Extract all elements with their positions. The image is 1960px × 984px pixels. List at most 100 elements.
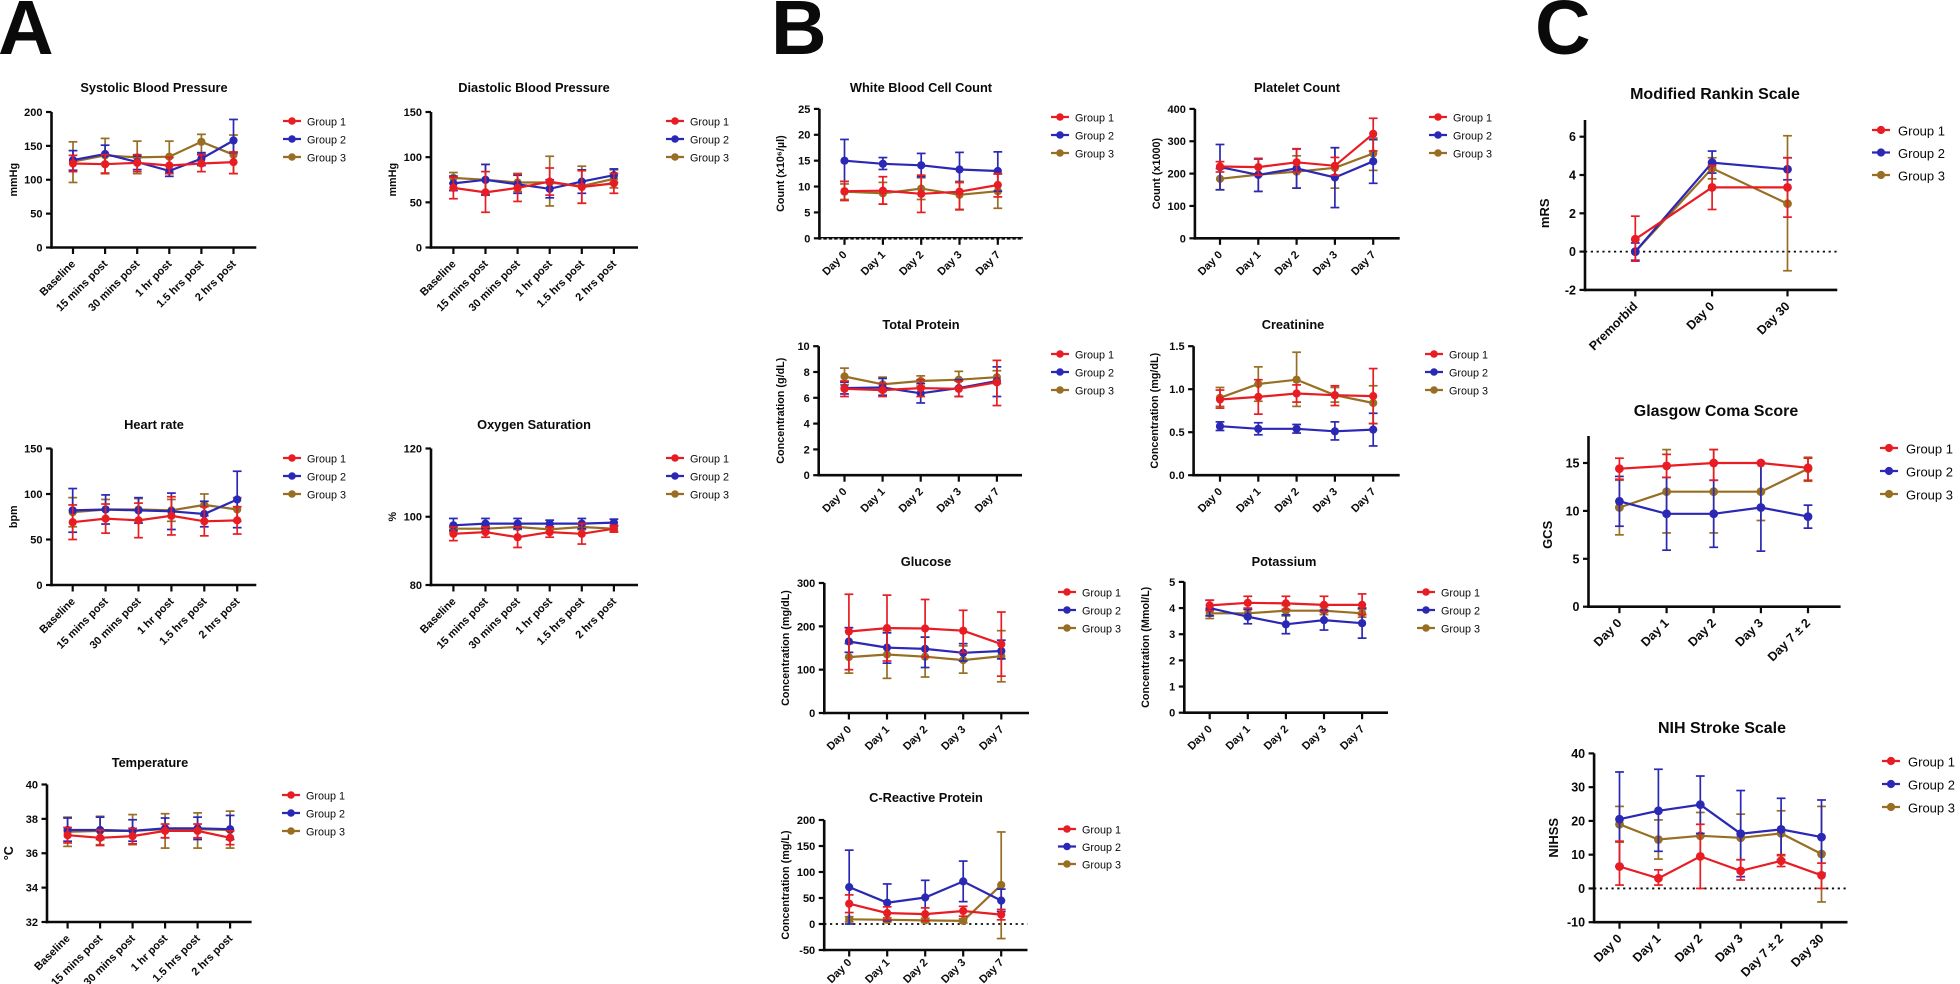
svg-text:Group 1: Group 1 (1908, 754, 1955, 769)
svg-text:Group 1: Group 1 (306, 791, 345, 803)
svg-text:Count (x10⁶/µl): Count (x10⁶/µl) (775, 135, 787, 212)
svg-text:Glasgow Coma Score: Glasgow Coma Score (1634, 403, 1799, 420)
svg-text:Group 1: Group 1 (1075, 350, 1114, 362)
svg-text:100: 100 (24, 175, 42, 187)
svg-text:Group 3: Group 3 (1908, 800, 1955, 815)
svg-text:Group 2: Group 2 (307, 135, 346, 147)
svg-text:38: 38 (26, 814, 38, 826)
svg-text:Creatinine: Creatinine (1262, 317, 1325, 332)
svg-text:Group 2: Group 2 (1906, 464, 1953, 479)
svg-text:Group 2: Group 2 (1449, 368, 1488, 380)
svg-text:Count (x1000): Count (x1000) (1151, 138, 1163, 210)
svg-text:5: 5 (1169, 577, 1175, 589)
svg-text:40: 40 (1571, 747, 1585, 761)
svg-text:10: 10 (1571, 848, 1585, 862)
svg-text:Group 2: Group 2 (1075, 368, 1114, 380)
svg-text:Group 1: Group 1 (1449, 350, 1488, 362)
svg-text:15: 15 (798, 156, 810, 168)
svg-text:°C: °C (2, 846, 16, 860)
svg-text:0: 0 (1573, 600, 1580, 614)
svg-text:Group 3: Group 3 (1449, 386, 1488, 398)
svg-text:Group 2: Group 2 (1082, 606, 1121, 618)
svg-text:3: 3 (1169, 629, 1175, 641)
svg-text:NIH Stroke Scale: NIH Stroke Scale (1658, 720, 1786, 737)
svg-text:0: 0 (809, 919, 815, 931)
svg-text:120: 120 (404, 443, 422, 455)
svg-text:200: 200 (797, 815, 815, 827)
svg-text:%: % (387, 512, 399, 522)
svg-text:2: 2 (1169, 655, 1175, 667)
svg-text:Platelet Count: Platelet Count (1254, 80, 1341, 95)
svg-text:6: 6 (804, 393, 810, 405)
svg-text:Systolic Blood Pressure: Systolic Blood Pressure (80, 80, 227, 95)
svg-text:30: 30 (1571, 781, 1585, 795)
svg-text:Group 3: Group 3 (1082, 624, 1121, 636)
svg-text:300: 300 (1168, 136, 1186, 148)
svg-text:1.0: 1.0 (1169, 384, 1184, 396)
svg-text:-50: -50 (799, 945, 815, 957)
svg-text:Group 3: Group 3 (306, 827, 345, 839)
svg-text:Glucose: Glucose (901, 554, 952, 569)
svg-text:C: C (1535, 0, 1591, 71)
svg-text:Group 1: Group 1 (1082, 588, 1121, 600)
svg-text:Concentration (Mmol/L): Concentration (Mmol/L) (1140, 586, 1152, 708)
svg-text:Group 1: Group 1 (307, 117, 346, 129)
svg-text:Total Protein: Total Protein (882, 317, 959, 332)
svg-text:4: 4 (1569, 169, 1576, 183)
svg-text:Group 3: Group 3 (690, 153, 729, 165)
svg-text:Group 3: Group 3 (1453, 149, 1492, 161)
svg-text:Group 1: Group 1 (1898, 123, 1945, 138)
svg-text:Group 1: Group 1 (690, 117, 729, 129)
svg-text:15: 15 (1566, 457, 1580, 471)
svg-text:Group 1: Group 1 (1906, 441, 1953, 456)
svg-text:150: 150 (24, 141, 42, 153)
svg-text:Concentration (mg/L): Concentration (mg/L) (780, 830, 792, 940)
svg-text:A: A (0, 0, 54, 71)
svg-text:mmHg: mmHg (8, 163, 20, 197)
svg-text:0: 0 (1169, 708, 1175, 720)
svg-text:200: 200 (797, 621, 815, 633)
svg-text:25: 25 (798, 104, 810, 116)
svg-text:400: 400 (1168, 104, 1186, 116)
svg-text:Group 2: Group 2 (1441, 606, 1480, 618)
svg-text:Concentration (mg/dL): Concentration (mg/dL) (1149, 352, 1161, 468)
svg-text:Group 3: Group 3 (307, 490, 346, 502)
svg-text:Group 1: Group 1 (690, 454, 729, 466)
svg-text:300: 300 (797, 578, 815, 590)
svg-text:Concentration (g/dL): Concentration (g/dL) (775, 357, 787, 464)
svg-text:10: 10 (797, 341, 809, 353)
svg-text:0.0: 0.0 (1169, 470, 1184, 482)
svg-text:Group 2: Group 2 (1082, 842, 1121, 854)
svg-text:200: 200 (1168, 169, 1186, 181)
svg-text:20: 20 (1571, 814, 1585, 828)
svg-text:Group 1: Group 1 (1453, 113, 1492, 125)
svg-text:Group 2: Group 2 (306, 809, 345, 821)
svg-text:0: 0 (1569, 245, 1576, 259)
svg-text:C-Reactive Protein: C-Reactive Protein (869, 790, 983, 805)
svg-text:Group 1: Group 1 (1082, 825, 1121, 837)
svg-text:32: 32 (26, 917, 38, 929)
svg-text:1.5: 1.5 (1169, 341, 1184, 353)
svg-text:80: 80 (410, 580, 422, 592)
svg-text:GCS: GCS (1540, 520, 1555, 549)
svg-text:50: 50 (30, 209, 42, 221)
svg-text:0: 0 (416, 242, 422, 254)
svg-text:4: 4 (1169, 603, 1176, 615)
svg-text:White Blood Cell Count: White Blood Cell Count (850, 80, 993, 95)
svg-text:Group 1: Group 1 (307, 454, 346, 466)
svg-text:Temperature: Temperature (112, 755, 189, 770)
svg-text:0: 0 (1180, 233, 1186, 245)
svg-text:Diastolic Blood Pressure: Diastolic Blood Pressure (458, 80, 609, 95)
svg-text:50: 50 (410, 197, 422, 209)
svg-text:100: 100 (404, 152, 422, 164)
svg-text:1: 1 (1169, 682, 1175, 694)
svg-text:Heart rate: Heart rate (124, 417, 184, 432)
svg-text:0: 0 (809, 708, 815, 720)
svg-text:20: 20 (798, 130, 810, 142)
svg-text:Group 3: Group 3 (1075, 386, 1114, 398)
svg-text:Group 2: Group 2 (1075, 131, 1114, 143)
svg-text:Group 2: Group 2 (307, 472, 346, 484)
svg-text:Group 3: Group 3 (1898, 168, 1945, 183)
svg-text:Group 1: Group 1 (1075, 113, 1114, 125)
svg-text:0: 0 (36, 580, 42, 592)
